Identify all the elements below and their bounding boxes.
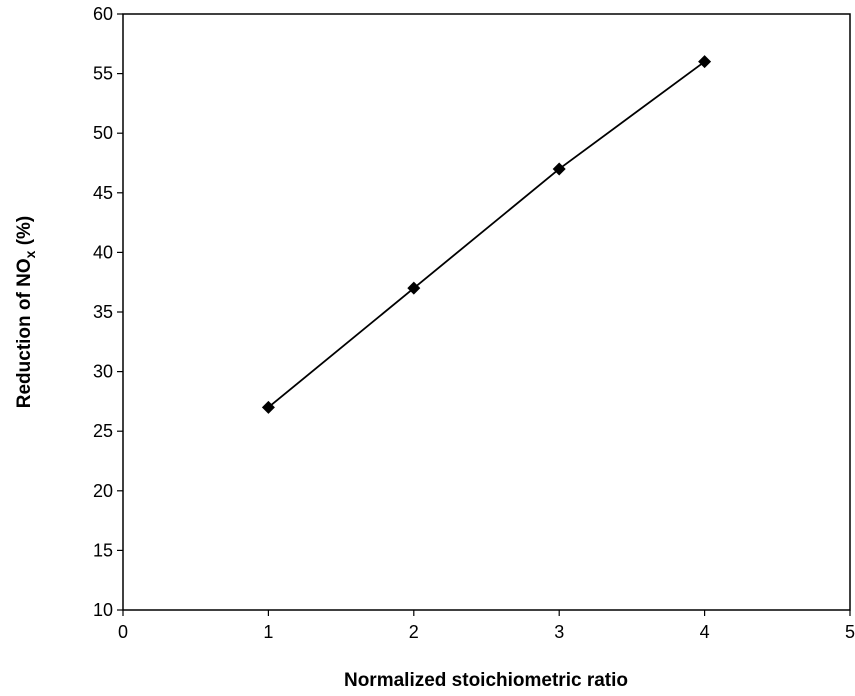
y-tick-label: 30 xyxy=(93,362,113,382)
x-axis: 0 1 2 3 4 5 xyxy=(118,610,855,642)
y-tick-label: 10 xyxy=(93,600,113,620)
x-tick-label: 3 xyxy=(554,622,564,642)
y-tick-label: 50 xyxy=(93,123,113,143)
x-axis-title: Normalized stoichiometric ratio xyxy=(344,670,628,691)
y-tick-label: 20 xyxy=(93,481,113,501)
y-axis-title: Reduction of NOx (%) xyxy=(14,216,38,409)
y-tick-label: 35 xyxy=(93,302,113,322)
data-point-marker xyxy=(261,400,275,414)
y-tick-label: 40 xyxy=(93,242,113,262)
x-tick-label: 5 xyxy=(845,622,855,642)
y-tick-label: 45 xyxy=(93,183,113,203)
data-point-marker xyxy=(407,281,421,295)
y-tick-label: 60 xyxy=(93,4,113,24)
y-axis: 10 15 20 25 30 35 40 45 50 55 60 xyxy=(93,4,123,620)
y-axis-title-suffix: (%) xyxy=(14,216,35,251)
y-tick-label: 55 xyxy=(93,64,113,84)
series-line xyxy=(267,60,706,409)
data-point-marker xyxy=(698,55,712,69)
series-layer xyxy=(261,55,712,414)
plot-area xyxy=(122,13,851,611)
y-tick-label: 25 xyxy=(93,421,113,441)
y-tick-label: 15 xyxy=(93,540,113,560)
x-tick-label: 2 xyxy=(409,622,419,642)
data-point-marker xyxy=(552,162,566,176)
x-tick-label: 4 xyxy=(700,622,710,642)
x-tick-label: 0 xyxy=(118,622,128,642)
x-tick-label: 1 xyxy=(263,622,273,642)
y-axis-title-subscript: x xyxy=(22,250,38,258)
y-axis-title-main: Reduction of NO xyxy=(14,258,35,408)
